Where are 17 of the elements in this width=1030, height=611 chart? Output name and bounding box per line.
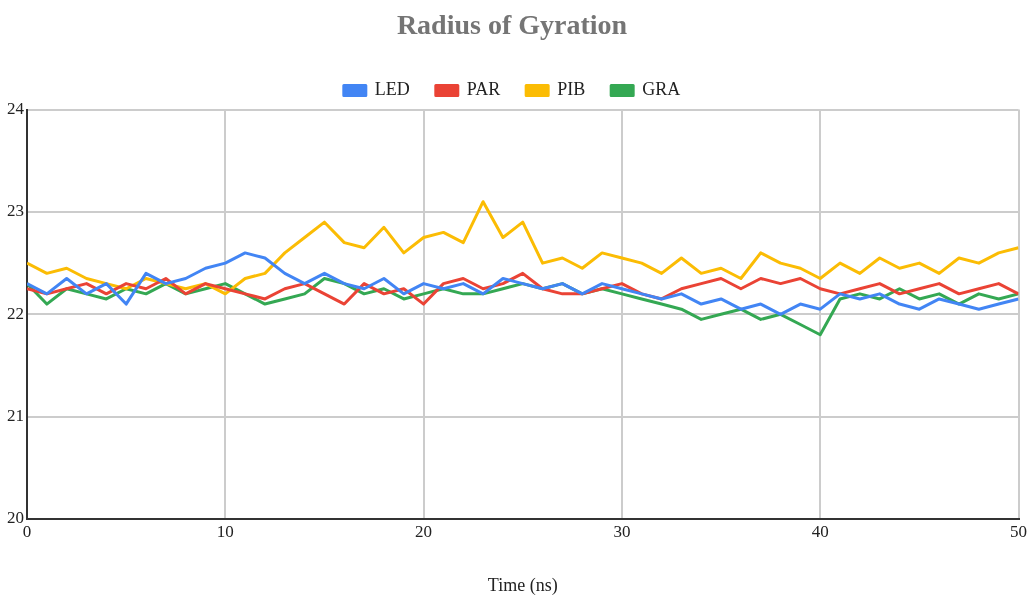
legend-label: LED xyxy=(374,79,410,100)
legend-label: PAR xyxy=(466,79,501,100)
y-tick-label: 23 xyxy=(7,201,24,221)
x-tick-label: 0 xyxy=(22,521,32,541)
y-tick-label: 22 xyxy=(7,303,24,323)
x-tick-label: 30 xyxy=(613,521,631,541)
chart-title: Radius of Gyration xyxy=(396,9,628,41)
x-tick-label: 10 xyxy=(216,521,234,541)
x-tick-label: 40 xyxy=(811,521,829,541)
legend-label: GRA xyxy=(642,79,681,100)
x-tick-label: 20 xyxy=(415,521,433,541)
x-axis-title: Time (ns) xyxy=(487,574,558,596)
y-tick-label: 21 xyxy=(7,406,24,426)
x-tick-label: 50 xyxy=(1010,521,1027,541)
y-tick-label: 24 xyxy=(7,99,25,119)
legend-label: PIB xyxy=(557,79,586,100)
y-tick-label: 20 xyxy=(7,508,24,528)
